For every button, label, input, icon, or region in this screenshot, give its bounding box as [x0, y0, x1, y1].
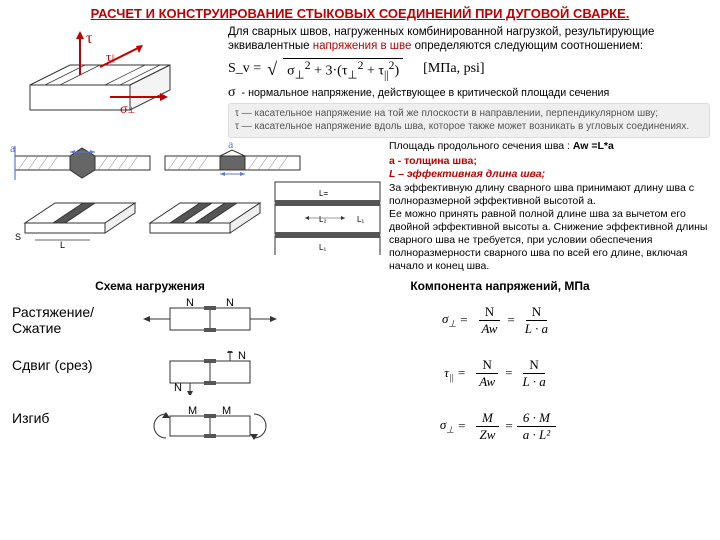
- tau-note-block: τ — касательное напряжение на той же пло…: [228, 103, 710, 138]
- row-shear: Сдвиг (срез) N N τ||= NAw = NL · a: [10, 346, 710, 399]
- svg-text:a: a: [228, 140, 234, 151]
- row-bending: Изгиб M M σ⊥= MZw = 6 · Ma · L²: [10, 399, 710, 452]
- sigma-note: σ - нормальное напряжение, действующее в…: [228, 85, 710, 101]
- svg-text:L₁: L₁: [357, 215, 364, 224]
- formula: S_v = √ σ⊥2 + 3·(τ⊥2 + τ||2) [МПа, psi]: [228, 58, 710, 81]
- svg-text:τ: τ: [86, 30, 93, 47]
- svg-text:a: a: [10, 141, 16, 155]
- table-header: Схема нагружения Компонента напряжений, …: [10, 279, 710, 293]
- intro-text: Для сварных швов, нагруженных комбиниров…: [228, 25, 710, 54]
- svg-text:M: M: [188, 405, 197, 417]
- page-title: РАСЧЕТ И КОНСТРУИРОВАНИЕ СТЫКОВЫХ СОЕДИН…: [10, 6, 710, 21]
- svg-text:N: N: [174, 382, 182, 394]
- svg-text:N: N: [238, 351, 246, 362]
- section-diagrams: a a S: [10, 140, 385, 273]
- row-tension: Растяжение/ Сжатие N N σ⊥= NAw = NL · a: [10, 293, 710, 346]
- stress-diagram: τ τ|| σ⊥: [10, 25, 220, 135]
- svg-text:N: N: [186, 298, 194, 309]
- svg-text:L=: L=: [319, 189, 328, 198]
- svg-text:L₁: L₁: [319, 243, 326, 252]
- svg-text:σ⊥: σ⊥: [120, 102, 136, 117]
- svg-text:S: S: [15, 232, 21, 242]
- svg-text:τ||: τ||: [106, 49, 115, 64]
- svg-text:N: N: [226, 298, 234, 309]
- mid-text: Площадь продольного сечения шва : Aw =L*…: [389, 140, 710, 273]
- svg-text:L: L: [60, 240, 65, 250]
- svg-text:L₂: L₂: [319, 215, 327, 224]
- svg-text:M: M: [222, 405, 231, 417]
